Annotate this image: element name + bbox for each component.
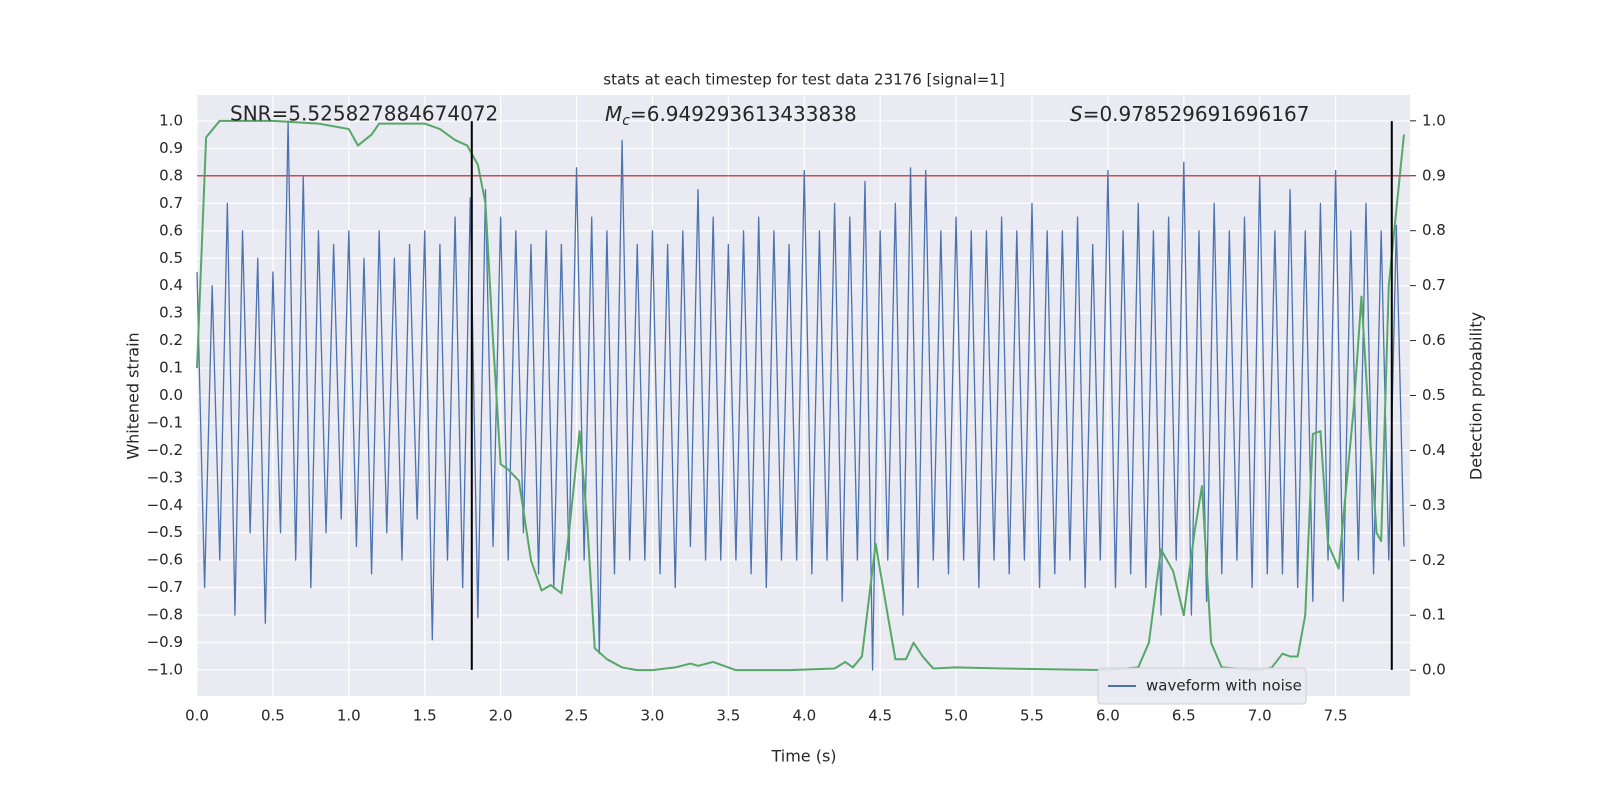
x-tick-label: 1.0 xyxy=(337,707,361,725)
y-tick-label: 0.4 xyxy=(159,276,183,294)
x-tick-label: 5.0 xyxy=(944,707,968,725)
x-tick-label: 2.5 xyxy=(565,707,589,725)
y-tick-label: −0.3 xyxy=(147,468,183,486)
x-tick-label: 6.0 xyxy=(1096,707,1120,725)
y-tick-label: −0.6 xyxy=(147,551,183,569)
y-tick-label: 0.6 xyxy=(159,221,183,239)
chart-title: stats at each timestep for test data 231… xyxy=(603,71,1004,89)
y-tick-label: −0.1 xyxy=(147,413,183,431)
x-tick-label: 2.0 xyxy=(489,707,513,725)
y-tick-label: −1.0 xyxy=(147,660,183,678)
y2-tick-label: 0.2 xyxy=(1422,551,1446,569)
y2-tick-label: 0.8 xyxy=(1422,221,1446,239)
y2-axis-label: Detection probability xyxy=(1467,312,1486,480)
series-line xyxy=(196,120,1405,671)
mc-value: =6.949293613433838 xyxy=(630,102,857,126)
y-tick-label: −0.5 xyxy=(147,523,183,541)
y-tick-label: 0.1 xyxy=(159,359,183,377)
x-tick-label: 3.5 xyxy=(716,707,740,725)
y-tick-label: 0.9 xyxy=(159,139,183,157)
mc-subscript: c xyxy=(622,113,630,129)
s-value: =0.978529691696167 xyxy=(1083,102,1310,126)
y2-tick-label: 0.4 xyxy=(1422,441,1446,459)
y2-tick-label: 0.0 xyxy=(1422,661,1446,679)
x-tick-label: 7.5 xyxy=(1324,707,1348,725)
y-tick-label: 0.0 xyxy=(159,386,183,404)
y-tick-label: −0.2 xyxy=(147,441,183,459)
mc-symbol: M xyxy=(605,102,622,126)
y2-tick-label: 0.9 xyxy=(1422,166,1446,184)
y-tick-label: 0.5 xyxy=(159,249,183,267)
x-tick-label: 7.0 xyxy=(1248,707,1272,725)
x-tick-label: 0.5 xyxy=(261,707,285,725)
x-tick-label: 5.5 xyxy=(1020,707,1044,725)
y2-tick-label: 0.1 xyxy=(1422,606,1446,624)
snr-annotation: SNR=5.525827884674072 xyxy=(230,102,498,126)
x-tick-label: 3.0 xyxy=(641,707,665,725)
x-tick-label: 6.5 xyxy=(1172,707,1196,725)
mc-annotation: Mc=6.949293613433838 xyxy=(605,102,857,130)
y-tick-label: 0.3 xyxy=(159,304,183,322)
x-tick-label: 4.0 xyxy=(792,707,816,725)
legend-label: waveform with noise xyxy=(1146,677,1302,695)
x-tick-label: 0.0 xyxy=(185,707,209,725)
series-line xyxy=(196,119,1405,672)
y-tick-label: 0.8 xyxy=(159,166,183,184)
s-symbol: S xyxy=(1070,102,1083,126)
y2-tick-label: 0.5 xyxy=(1422,386,1446,404)
y2-tick-label: 1.0 xyxy=(1422,111,1446,129)
y2-tick-label: 0.6 xyxy=(1422,331,1446,349)
x-axis-label: Time (s) xyxy=(770,747,836,766)
y-tick-label: −0.9 xyxy=(147,633,183,651)
y-axis-label: Whitened strain xyxy=(124,332,143,459)
legend-box xyxy=(1097,667,1307,705)
y2-tick-label: 0.3 xyxy=(1422,496,1446,514)
x-tick-label: 1.5 xyxy=(413,707,437,725)
y2-tick-label: 0.7 xyxy=(1422,276,1446,294)
s-annotation: S=0.978529691696167 xyxy=(1070,102,1309,126)
x-tick-label: 4.5 xyxy=(868,707,892,725)
y-tick-label: −0.7 xyxy=(147,578,183,596)
y-tick-label: 0.7 xyxy=(159,194,183,212)
y-tick-label: 0.2 xyxy=(159,331,183,349)
y-tick-label: 1.0 xyxy=(159,112,183,130)
y-tick-label: −0.8 xyxy=(147,606,183,624)
y-tick-label: −0.4 xyxy=(147,496,183,514)
